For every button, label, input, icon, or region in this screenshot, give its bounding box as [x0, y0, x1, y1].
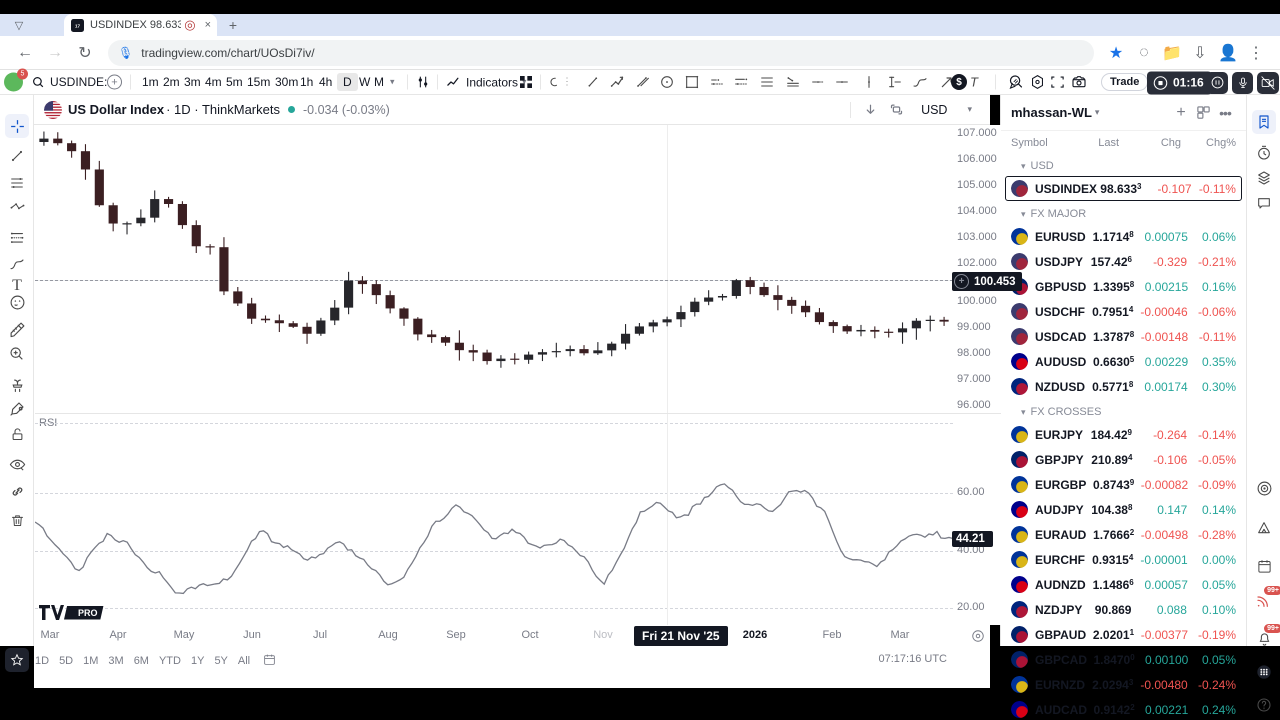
- svg-text:17: 17: [75, 23, 81, 28]
